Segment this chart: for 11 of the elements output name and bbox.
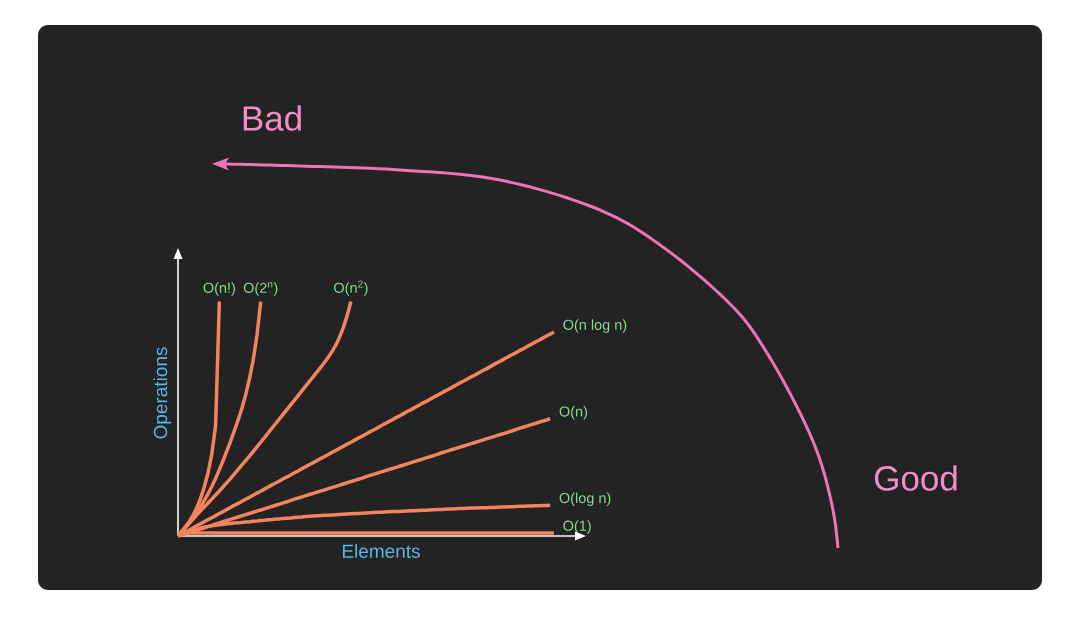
series-label: O(n) bbox=[559, 406, 588, 420]
series-label: O(1) bbox=[563, 520, 591, 534]
series-label: O(log n) bbox=[559, 492, 611, 507]
text: Good bbox=[874, 465, 957, 491]
y-axis-title: Operations bbox=[153, 347, 171, 439]
series-label: O(n!) bbox=[203, 282, 235, 296]
series-label: O(n log n) bbox=[563, 319, 627, 333]
series-label: O(2$^{n}$) bbox=[243, 282, 278, 296]
x-axis-title: Elements bbox=[342, 544, 420, 558]
text: Bad bbox=[243, 105, 301, 131]
series-label: O(n$^{2}$) bbox=[334, 280, 368, 296]
